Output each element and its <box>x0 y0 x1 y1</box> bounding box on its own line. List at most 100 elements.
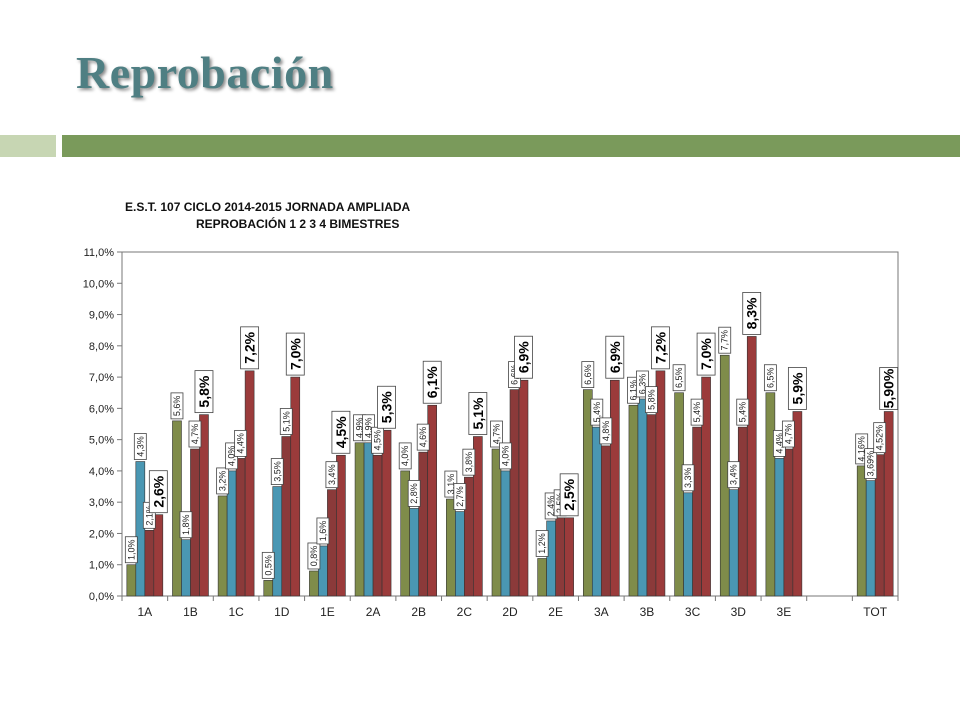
data-label: 1,0% <box>124 536 138 564</box>
bar <box>746 336 757 597</box>
data-label-box <box>690 398 704 426</box>
y-tick-label: 10,0% <box>83 278 114 290</box>
data-label-text: 2,7% <box>455 486 465 507</box>
bar <box>244 370 255 597</box>
data-label: 4,7% <box>490 420 503 448</box>
reprobacion-bar-chart: E.S.T. 107 CICLO 2014-2015 JORNADA AMPLI… <box>83 200 899 619</box>
chart-axes: 0,0% 1,0% 2,0% 3,0% 4,0% 5,0% 6,0% 7,0% 8,0% 9,0%… <box>83 247 899 619</box>
bar <box>555 517 565 597</box>
data-label-box <box>514 335 533 379</box>
data-label-box <box>179 511 193 539</box>
data-label-text: 5,6% <box>172 396 182 417</box>
data-label-text: 0,5% <box>263 555 273 576</box>
data-label-text: 4,4% <box>774 433 784 454</box>
data-label-text: 5,1% <box>470 397 486 429</box>
data-label-text: 6,5% <box>765 367 775 388</box>
data-label: 5,90% <box>879 367 899 410</box>
data-label: 6,5% <box>672 364 686 392</box>
data-label-box <box>727 461 741 489</box>
y-tick-label: 11,0% <box>84 247 115 259</box>
data-label: 2,5% <box>559 473 579 517</box>
data-label: 1,6% <box>316 517 330 545</box>
y-tick-label: 9,0% <box>89 310 114 322</box>
data-label-text: 3,3% <box>683 468 693 489</box>
data-label: 3,5% <box>270 458 284 485</box>
bar <box>153 514 164 597</box>
bar <box>446 498 456 597</box>
data-label: 3,69% <box>864 448 878 480</box>
data-label: 6,5% <box>763 364 777 392</box>
bar <box>765 392 776 597</box>
data-label: 4,4% <box>234 429 248 457</box>
x-tick-label: 1B <box>183 605 198 619</box>
data-label: 2,6% <box>148 470 168 514</box>
data-label-box <box>316 517 330 545</box>
bar <box>883 411 894 597</box>
data-label-text: 4,7% <box>492 424 502 445</box>
data-label-box <box>234 429 248 457</box>
data-label-box <box>124 536 138 564</box>
data-label: 5,8% <box>645 386 658 414</box>
data-label: 6,9% <box>514 335 533 379</box>
bar <box>418 451 429 597</box>
bar <box>856 465 867 597</box>
data-label-text: 4,0% <box>400 446 410 467</box>
bar <box>646 414 657 597</box>
data-label-box <box>559 473 579 517</box>
data-label-text: 7,0% <box>698 338 714 370</box>
data-label-text: 0,8% <box>309 546 319 567</box>
data-label-text: 4,3% <box>135 436 145 457</box>
data-label-box <box>879 367 899 410</box>
data-label-box <box>285 332 305 376</box>
data-label-box <box>718 326 732 354</box>
data-label: 2,8% <box>407 480 421 507</box>
bar <box>518 379 529 597</box>
data-label-text: 4,52% <box>875 425 885 451</box>
data-label-text: 6,9% <box>516 341 532 373</box>
x-tick-label: 3B <box>640 605 655 619</box>
x-tick-label: 3A <box>594 605 609 619</box>
data-label-text: 6,1% <box>628 380 638 401</box>
data-label-box <box>605 335 625 379</box>
data-label-text: 5,8% <box>196 375 212 407</box>
bar <box>701 376 711 597</box>
decorative-band-left <box>0 135 56 157</box>
y-tick-label: 4,0% <box>89 466 114 478</box>
data-label-text: 4,7% <box>783 424 793 445</box>
data-label-text: 1,8% <box>181 514 191 535</box>
data-label-text: 1,2% <box>537 533 547 554</box>
data-label: 5,1% <box>468 392 488 435</box>
data-label: 2,7% <box>453 483 467 510</box>
bar <box>455 511 465 597</box>
data-label-text: 1,0% <box>126 539 136 560</box>
data-label-box <box>133 433 147 460</box>
data-label-text: 2,6% <box>150 475 166 507</box>
data-label-text: 4,6% <box>418 427 428 448</box>
bar <box>509 389 520 597</box>
data-label-text: 7,2% <box>652 331 668 363</box>
data-label-box <box>763 364 777 392</box>
data-label-box <box>651 326 670 370</box>
data-label: 6,6% <box>581 361 595 389</box>
bar <box>774 458 785 597</box>
data-label: 0,5% <box>261 551 275 579</box>
bar <box>792 411 803 597</box>
data-label-text: 4,9% <box>364 418 374 439</box>
x-tick-label: 2C <box>457 605 473 619</box>
bar <box>427 404 438 597</box>
data-label: 4,8% <box>599 417 613 445</box>
data-label-box <box>581 361 595 389</box>
data-label-text: 4,9% <box>355 418 365 439</box>
data-label-text: 3,69% <box>866 451 876 477</box>
bar <box>683 492 693 597</box>
data-label-text: 5,1% <box>281 411 291 432</box>
data-label-box <box>681 464 695 492</box>
bar <box>564 517 574 597</box>
data-label: 1,2% <box>535 530 549 557</box>
x-tick-label: 3D <box>731 605 747 619</box>
data-label-text: 7,0% <box>287 338 303 370</box>
data-label-text: 6,6% <box>583 364 593 385</box>
data-label-box <box>490 420 503 448</box>
bar <box>609 379 620 597</box>
bar <box>674 392 684 597</box>
